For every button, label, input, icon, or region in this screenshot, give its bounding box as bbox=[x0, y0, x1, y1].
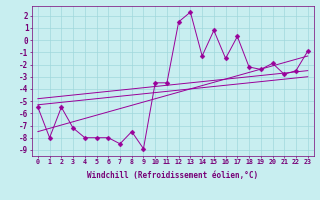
X-axis label: Windchill (Refroidissement éolien,°C): Windchill (Refroidissement éolien,°C) bbox=[87, 171, 258, 180]
